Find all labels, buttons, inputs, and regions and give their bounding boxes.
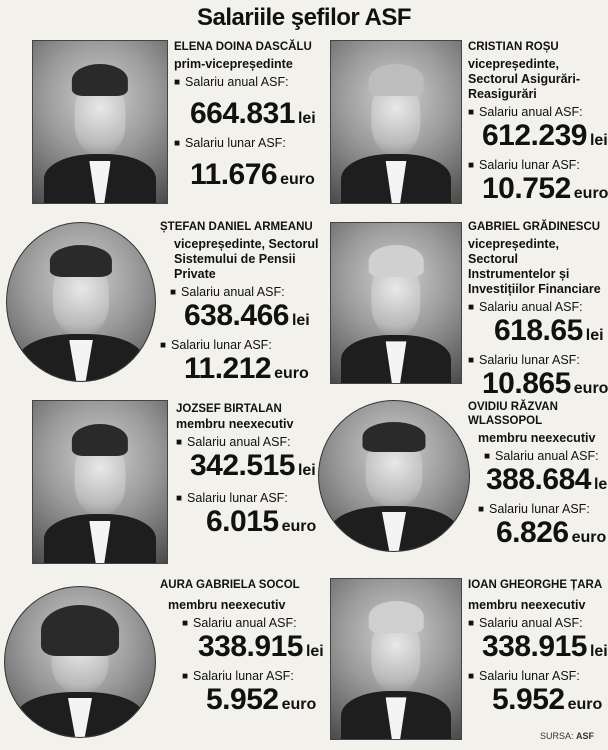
photo-stefan-daniel-armeanu xyxy=(6,222,156,382)
annual-salary: 664.831 lei xyxy=(190,97,316,130)
monthly-salary: 11.212 euro xyxy=(184,352,309,385)
person-role: membru neexecutiv xyxy=(478,431,596,445)
person-name: OVIDIU RĂZVAN WLASSOPOL xyxy=(468,401,558,427)
monthly-salary-label: Salariu lunar ASF: xyxy=(468,502,604,517)
annual-salary-label: Salariu anual ASF: xyxy=(468,300,604,315)
annual-salary: 338.915 lei xyxy=(198,630,324,663)
annual-salary: 388.684lei xyxy=(486,463,608,496)
person-role: prim-vicepreședinte xyxy=(174,57,293,71)
person-card-cristian-rosu: CRISTIAN ROȘU vicepreședinte, Sectorul A… xyxy=(468,40,608,208)
person-role: vicepreședinte, Sectorul Sistemului de P… xyxy=(174,237,319,281)
monthly-salary-label: Salariu lunar ASF: xyxy=(176,491,322,506)
photo-gabriel-gradinescu xyxy=(330,222,462,384)
person-name: AURA GABRIELA SOCOL xyxy=(160,579,300,591)
person-card-aura-gabriela-socol: AURA GABRIELA SOCOL membru neexecutiv Sa… xyxy=(160,578,324,719)
person-card-gabriel-gradinescu: GABRIEL GRĂDINESCU vicepreședinte, Secto… xyxy=(468,220,608,403)
monthly-salary-label: Salariu lunar ASF: xyxy=(468,353,604,368)
photo-ioan-gheorghe-tara xyxy=(330,578,462,740)
annual-salary-label: Salariu anual ASF: xyxy=(468,449,604,464)
monthly-salary: 10.752 euro xyxy=(482,172,608,205)
source-prefix: SURSA: xyxy=(539,731,574,741)
photo-ovidiu-razvan-wlassopol xyxy=(318,400,470,552)
monthly-salary-label: Salariu lunar ASF: xyxy=(468,669,604,684)
page-title: Salariile şefilor ASF xyxy=(196,4,412,31)
person-name: GABRIEL GRĂDINESCU xyxy=(468,221,601,233)
monthly-salary: 10.865 euro xyxy=(482,367,608,400)
person-card-ioan-gheorghe-tara: IOAN GHEORGHE ȚARA membru neexecutiv Sal… xyxy=(468,578,608,719)
person-card-ovidiu-razvan-wlassopol: OVIDIU RĂZVAN WLASSOPOL membru neexecuti… xyxy=(468,400,608,552)
person-name: IOAN GHEORGHE ȚARA xyxy=(468,579,603,591)
person-card-jozsef-birtalan: JOZSEF BIRTALAN membru neexecutiv Salari… xyxy=(176,402,322,541)
monthly-salary-label: Salariu lunar ASF: xyxy=(160,338,320,353)
annual-salary: 342.515 lei xyxy=(190,449,316,482)
monthly-salary: 6.015 euro xyxy=(206,505,317,538)
annual-salary-label: Salariu anual ASF: xyxy=(176,435,322,450)
monthly-salary-label: Salariu lunar ASF: xyxy=(160,669,320,684)
person-card-stefan-daniel-armeanu: ȘTEFAN DANIEL ARMEANU vicepreședinte, Se… xyxy=(160,220,320,388)
annual-salary-label: Salariu anual ASF: xyxy=(468,105,604,120)
monthly-salary-label: Salariu lunar ASF: xyxy=(174,136,314,151)
annual-salary-label: Salariu anual ASF: xyxy=(160,285,320,300)
person-name: CRISTIAN ROȘU xyxy=(468,41,559,53)
annual-salary: 612.239 lei xyxy=(482,119,608,152)
photo-cristian-rosu xyxy=(330,40,462,204)
person-card-elena-doina-dascalu: ELENA DOINA DASCĂLU prim-vicepreședinte … xyxy=(174,40,316,194)
monthly-salary: 6.826 euro xyxy=(496,516,607,549)
person-role: membru neexecutiv xyxy=(176,417,294,431)
person-name: JOZSEF BIRTALAN xyxy=(176,403,282,415)
monthly-salary-label: Salariu lunar ASF: xyxy=(468,158,604,173)
annual-salary-label: Salariu anual ASF: xyxy=(160,616,320,631)
person-role: vicepreședinte, Sectorul Asigurări-Reasi… xyxy=(468,57,581,101)
photo-jozsef-birtalan xyxy=(32,400,168,564)
monthly-salary: 5.952 euro xyxy=(206,683,317,716)
annual-salary: 638.466 lei xyxy=(184,299,310,332)
photo-aura-gabriela-socol xyxy=(4,586,156,738)
annual-salary-label: Salariu anual ASF: xyxy=(468,616,604,631)
monthly-salary: 5.952 euro xyxy=(492,683,603,716)
source-name: ASF xyxy=(576,731,594,741)
person-name: ȘTEFAN DANIEL ARMEANU xyxy=(160,221,313,233)
person-role: membru neexecutiv xyxy=(168,598,286,612)
photo-elena-doina-dascalu xyxy=(32,40,168,204)
annual-salary-label: Salariu anual ASF: xyxy=(174,75,314,90)
annual-salary: 618.65 lei xyxy=(494,314,604,347)
annual-salary: 338.915 lei xyxy=(482,630,608,663)
person-role: membru neexecutiv xyxy=(468,598,586,612)
source-credit: SURSA: ASF xyxy=(540,731,594,741)
monthly-salary: 11.676 euro xyxy=(190,158,315,191)
person-name: ELENA DOINA DASCĂLU xyxy=(174,41,312,53)
person-role: vicepreședinte, Sectorul Instrumentelor … xyxy=(468,237,601,296)
